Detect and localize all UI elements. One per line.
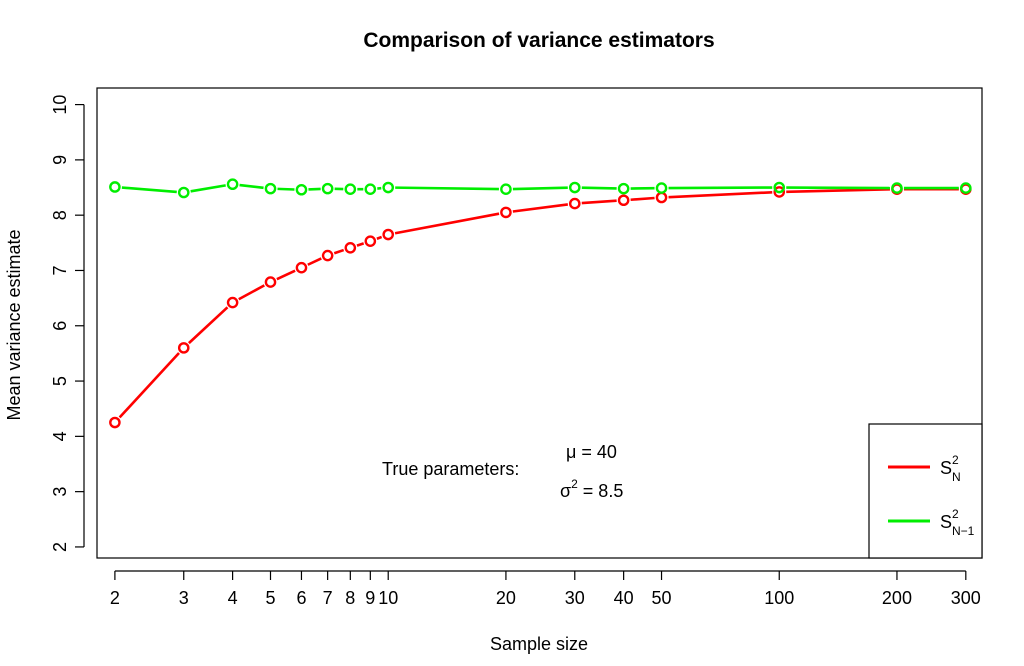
legend-sn1-main: S: [940, 512, 952, 532]
y-tick-label-2: 2: [50, 542, 70, 552]
annotation-mu: μ = 40: [566, 442, 617, 462]
series-1-segment-1: [191, 185, 226, 191]
mu-symbol: μ: [566, 442, 576, 462]
series-1-point-30: [570, 183, 579, 192]
series-1-segment-10: [582, 188, 617, 189]
y-tick-label-9: 9: [50, 155, 70, 165]
y-tick-label-4: 4: [50, 431, 70, 441]
series-0-segment-5: [334, 250, 343, 253]
series-0: [110, 185, 970, 428]
series-1-segment-8: [395, 188, 499, 189]
series-1-point-3: [179, 188, 188, 197]
series-0-point-3: [179, 343, 188, 352]
series-0-segment-4: [308, 258, 321, 264]
y-tick-label-8: 8: [50, 210, 70, 220]
x-tick-label-20: 20: [496, 588, 516, 608]
legend-sn-sup: 2: [952, 453, 959, 467]
sigma-value: = 8.5: [578, 481, 624, 501]
series-0-point-50: [657, 193, 666, 202]
series-0-segment-8: [395, 214, 499, 234]
series-1-segment-9: [513, 188, 568, 189]
annotation-label: True parameters:: [382, 459, 519, 479]
series-0-point-8: [346, 243, 355, 252]
series-1-point-2: [110, 182, 119, 191]
mu-value: = 40: [576, 442, 617, 462]
series-0-point-9: [366, 237, 375, 246]
y-tick-label-3: 3: [50, 487, 70, 497]
series-0-point-4: [228, 298, 237, 307]
legend-sn-sub: N: [952, 470, 961, 484]
series-1-segment-2: [240, 185, 264, 188]
series-0-segment-12: [669, 192, 773, 197]
series-0-point-30: [570, 199, 579, 208]
legend-sn1-sup: 2: [952, 507, 959, 521]
series-1-point-6: [297, 185, 306, 194]
series-0-point-40: [619, 196, 628, 205]
x-tick-label-300: 300: [951, 588, 981, 608]
x-tick-label-9: 9: [365, 588, 375, 608]
series-0-point-5: [266, 277, 275, 286]
series-0-point-2: [110, 418, 119, 427]
x-tick-label-10: 10: [378, 588, 398, 608]
y-axis-label: Mean variance estimate: [4, 229, 24, 420]
x-tick-label-200: 200: [882, 588, 912, 608]
y-tick-label-5: 5: [50, 376, 70, 386]
series-0-segment-13: [786, 189, 890, 191]
x-tick-label-5: 5: [265, 588, 275, 608]
series-1-point-40: [619, 184, 628, 193]
annotation-sigma: σ2 = 8.5: [560, 477, 623, 501]
sigma-symbol: σ: [560, 481, 571, 501]
series-1-point-20: [501, 185, 510, 194]
y-tick-label-7: 7: [50, 265, 70, 275]
series-1-point-5: [266, 184, 275, 193]
y-axis: 2 3 4 5 6 7 8 9 10: [50, 95, 84, 552]
series-1-segment-3: [277, 189, 294, 190]
x-tick-label-4: 4: [228, 588, 238, 608]
series-1: [110, 180, 970, 197]
x-tick-label-2: 2: [110, 588, 120, 608]
series-0-point-10: [384, 230, 393, 239]
series-0-segment-11: [631, 198, 655, 200]
series-1-point-50: [657, 183, 666, 192]
series-0-segment-1: [189, 307, 228, 343]
series-0-segment-0: [120, 353, 179, 417]
series-0-segment-6: [357, 243, 364, 245]
x-tick-label-30: 30: [565, 588, 585, 608]
series-0-point-20: [501, 208, 510, 217]
x-tick-label-50: 50: [652, 588, 672, 608]
series-1-point-9: [366, 185, 375, 194]
x-tick-label-100: 100: [764, 588, 794, 608]
series-0-point-7: [323, 251, 332, 260]
x-axis-label: Sample size: [490, 634, 588, 654]
x-tick-label-6: 6: [296, 588, 306, 608]
series-1-point-4: [228, 180, 237, 189]
x-tick-label-7: 7: [323, 588, 333, 608]
series-1-point-7: [323, 184, 332, 193]
series-0-segment-3: [277, 271, 295, 279]
y-tick-label-6: 6: [50, 321, 70, 331]
series-0-segment-7: [377, 237, 382, 239]
plot-box: [97, 88, 982, 558]
y-tick-label-10: 10: [50, 95, 70, 115]
legend-sn1-sub: N−1: [952, 524, 975, 538]
series-0-segment-9: [513, 204, 568, 211]
series-1-segment-0: [122, 188, 177, 192]
series-1-segment-4: [308, 189, 320, 190]
x-tick-label-8: 8: [345, 588, 355, 608]
x-tick-label-3: 3: [179, 588, 189, 608]
series-1-point-10: [384, 183, 393, 192]
series-0-point-6: [297, 263, 306, 272]
series-1-point-8: [346, 185, 355, 194]
chart-title: Comparison of variance estimators: [363, 29, 714, 52]
legend-sn-main: S: [940, 458, 952, 478]
series-0-segment-2: [239, 285, 265, 299]
x-tick-label-40: 40: [614, 588, 634, 608]
series-0-segment-10: [582, 201, 617, 203]
